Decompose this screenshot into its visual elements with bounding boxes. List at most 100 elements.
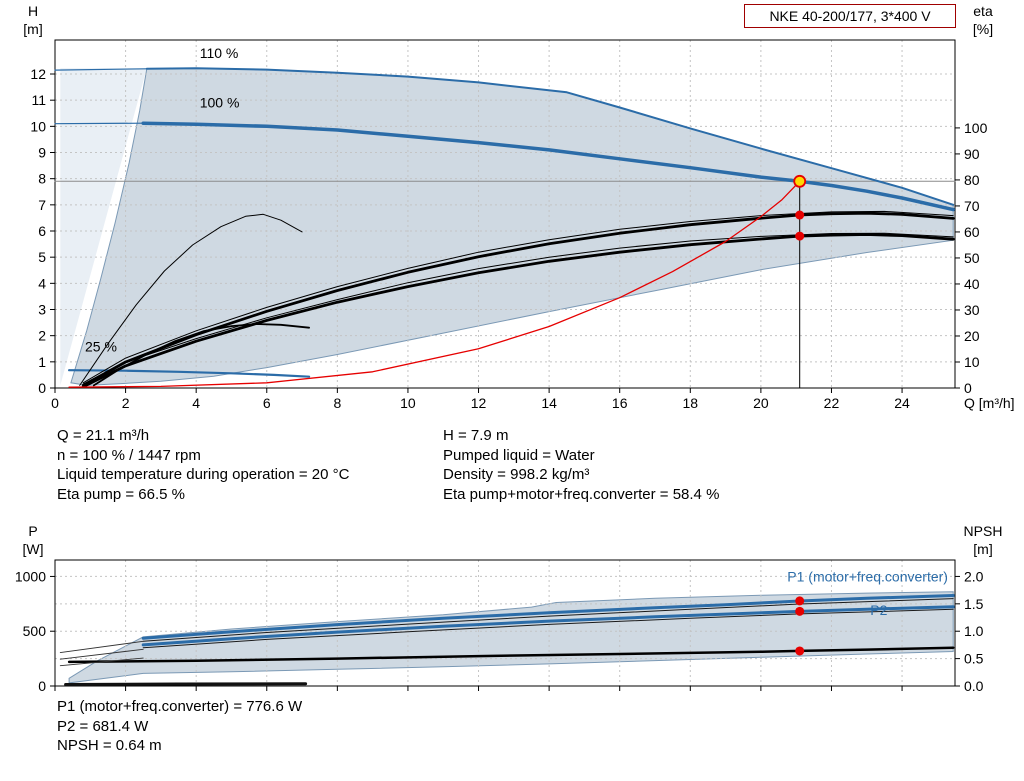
svg-text:5: 5 [38, 249, 46, 265]
qh-eta-chart-x-axis: 0 2 4 6 8 10 12 14 16 18 20 22 24 Q [m³/h] [51, 388, 1015, 411]
power-npsh-chart-left-axis: 0 500 1000 P [W] [15, 523, 55, 694]
p2-point [795, 606, 805, 616]
svg-text:22: 22 [824, 395, 840, 411]
svg-text:1.5: 1.5 [964, 596, 984, 612]
duty-head-text: H = 7.9 m [443, 427, 509, 444]
npsh-point [795, 646, 805, 656]
svg-text:10: 10 [400, 395, 416, 411]
svg-text:2: 2 [38, 328, 46, 344]
svg-text:70: 70 [964, 198, 980, 214]
svg-text:0: 0 [51, 395, 59, 411]
pump-designation: NKE 40-200/177, 3*400 V [769, 8, 931, 24]
curve-100pct-lead [54, 122, 144, 125]
power-npsh-chart: 0 500 1000 P [W] 0.0 0.5 1.0 1.5 2.0 NPSH [m] P1 (mo… [15, 523, 1003, 694]
svg-text:Q [m³/h]: Q [m³/h] [964, 395, 1015, 411]
eta-pump-curve [81, 211, 955, 387]
svg-text:10: 10 [964, 354, 980, 370]
qh-eta-chart-label-110-: 110 % [200, 45, 239, 61]
duty-info-right: H = 7.9 m Pumped liquid = Water Density … [443, 426, 719, 504]
svg-text:4: 4 [192, 395, 200, 411]
svg-text:8: 8 [38, 171, 46, 187]
svg-text:30: 30 [964, 302, 980, 318]
eta-pump-text: Eta pump = 66.5 % [57, 485, 185, 503]
power-npsh-chart-frame [54, 559, 956, 687]
svg-text:50: 50 [964, 250, 980, 266]
svg-text:18: 18 [683, 395, 699, 411]
p1-text: P1 (motor+freq.converter) = 776.6 W [57, 698, 303, 715]
svg-text:24: 24 [894, 395, 910, 411]
svg-text:16: 16 [612, 395, 628, 411]
svg-text:6: 6 [263, 395, 271, 411]
eta-total-thin [82, 232, 954, 385]
min-flow-region [60, 68, 147, 386]
power-npsh-chart-right-axis: 0.0 0.5 1.0 1.5 2.0 NPSH [m] [955, 523, 1002, 694]
power-npsh-chart-label-p1-motor-freq-converter-: P1 (motor+freq.converter) [787, 568, 948, 584]
svg-text:10: 10 [30, 118, 46, 134]
svg-text:100: 100 [964, 120, 988, 136]
p1-curve [141, 594, 955, 640]
svg-text:80: 80 [964, 172, 980, 188]
power-npsh-chart-label-p2: P2 [870, 602, 887, 618]
pump-designation-box: NKE 40-200/177, 3*400 V [744, 4, 956, 28]
svg-text:20: 20 [753, 395, 769, 411]
duty-point [793, 174, 807, 188]
qh-eta-chart-grid [55, 40, 955, 388]
svg-text:60: 60 [964, 224, 980, 240]
npsh-text: NPSH = 0.64 m [57, 737, 162, 754]
npsh-curve [67, 646, 955, 664]
density-text: Density = 998.2 kg/m³ [443, 466, 590, 483]
svg-text:[m]: [m] [973, 541, 992, 557]
svg-text:8: 8 [333, 395, 341, 411]
svg-text:4: 4 [38, 275, 46, 291]
duty-speed-text: n = 100 % / 1447 rpm [57, 446, 201, 464]
eta-total-point [795, 231, 805, 241]
liquid-temp-text: Liquid temperature during operation = 20… [57, 466, 350, 483]
curve-110pct-lead [54, 68, 148, 71]
duty-info-left: Q = 21.1 m³/h n = 100 % / 1447 rpm Liqui… [57, 426, 349, 504]
svg-text:[W]: [W] [23, 541, 44, 557]
qh-eta-chart-right-axis: 0 10 20 30 40 50 60 70 80 90 100 eta [%] [955, 3, 993, 396]
control-curve [68, 180, 801, 388]
eta-pump-thin [82, 210, 954, 384]
svg-text:500: 500 [23, 623, 47, 639]
qh-eta-chart-frame [54, 39, 956, 389]
svg-text:2.0: 2.0 [964, 568, 984, 584]
svg-text:0: 0 [964, 380, 972, 396]
p-min-fan-3 [59, 640, 144, 654]
power-npsh-chart-x-axis [54, 686, 903, 691]
svg-text:[m]: [m] [23, 21, 42, 37]
svg-text:9: 9 [38, 145, 46, 161]
p-min-fan-1 [59, 657, 144, 667]
curve-110pct [145, 67, 955, 206]
svg-text:1.0: 1.0 [964, 623, 984, 639]
svg-text:14: 14 [541, 395, 557, 411]
eta-total-text: Eta pump+motor+freq.converter = 58.4 % [443, 485, 720, 503]
svg-text:[%]: [%] [973, 21, 993, 37]
svg-text:0: 0 [38, 678, 46, 694]
svg-text:1: 1 [38, 354, 46, 370]
svg-text:11: 11 [31, 92, 46, 108]
curve-100pct [141, 121, 955, 212]
qh-eta-chart: 0 2 4 6 8 10 12 14 16 18 20 22 24 Q [m³/h]01234567891… [23, 3, 1015, 411]
svg-text:0.0: 0.0 [964, 678, 984, 694]
svg-text:12: 12 [471, 395, 487, 411]
power-info: P1 (motor+freq.converter) = 776.6 W P2 =… [57, 697, 302, 756]
p1-point [795, 596, 805, 606]
svg-text:H: H [28, 3, 38, 19]
svg-text:1000: 1000 [15, 568, 46, 584]
duty-flow-text: Q = 21.1 m³/h [57, 427, 150, 444]
svg-text:2: 2 [122, 395, 130, 411]
svg-text:90: 90 [964, 146, 980, 162]
svg-text:20: 20 [964, 328, 980, 344]
p-25pct-line [64, 682, 308, 686]
svg-text:P: P [28, 523, 37, 539]
svg-text:7: 7 [38, 197, 46, 213]
svg-text:0.5: 0.5 [964, 651, 984, 667]
svg-text:12: 12 [30, 66, 46, 82]
svg-text:NPSH: NPSH [964, 523, 1003, 539]
svg-text:3: 3 [38, 302, 46, 318]
eta-pump-point [795, 210, 805, 220]
svg-text:eta: eta [973, 3, 993, 19]
